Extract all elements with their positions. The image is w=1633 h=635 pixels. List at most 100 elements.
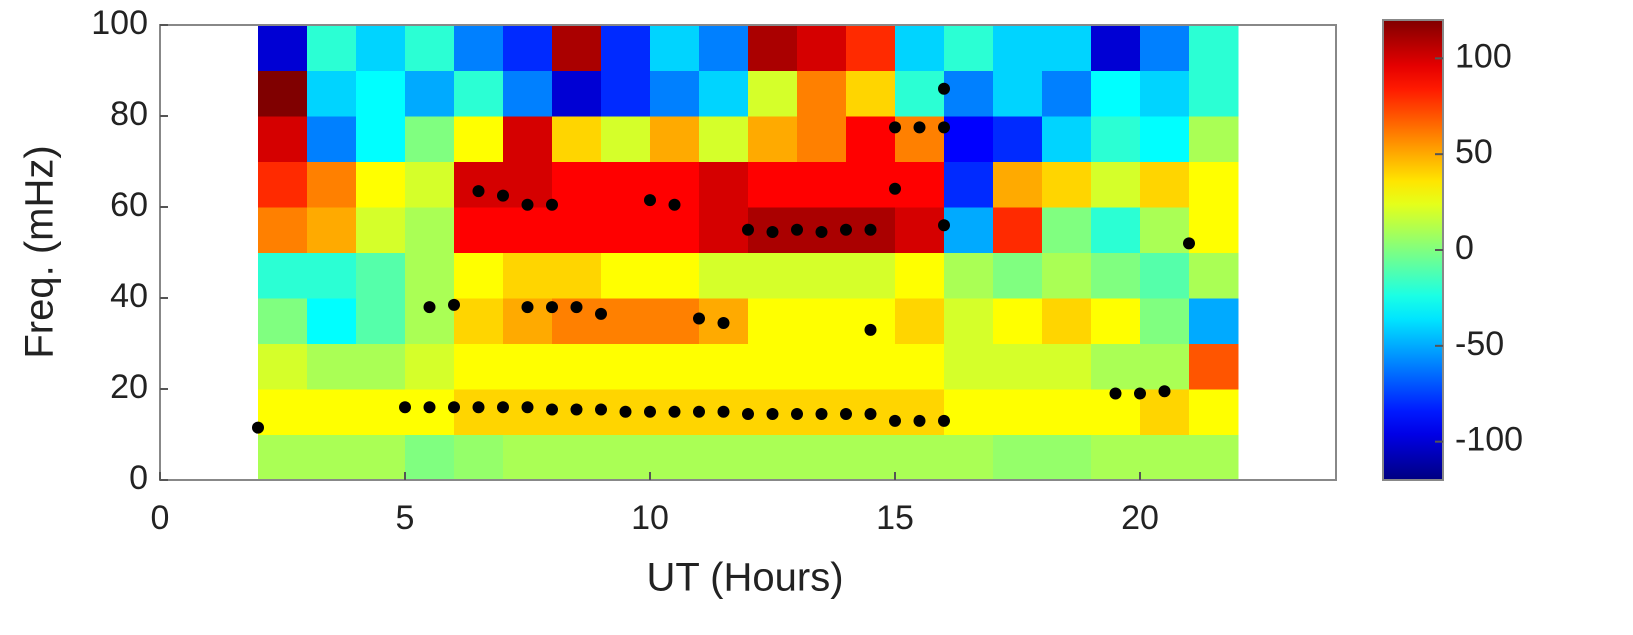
heat-cell <box>405 434 455 481</box>
point <box>472 401 485 414</box>
colorbar-tick-label: 50 <box>1455 133 1493 171</box>
point <box>570 301 583 314</box>
heat-cell <box>1091 207 1141 253</box>
point <box>864 223 877 236</box>
heat-cell <box>1091 252 1141 299</box>
heat-cell <box>601 434 651 481</box>
heat-cell <box>650 434 700 481</box>
point <box>399 401 411 414</box>
heat-cell <box>405 70 455 117</box>
heat-cell <box>552 207 602 253</box>
y-tick-label: 0 <box>129 459 148 497</box>
heat-cell <box>356 207 406 253</box>
heat-cell <box>993 207 1043 253</box>
heat-cell <box>454 343 504 390</box>
heat-cell <box>846 343 896 390</box>
point <box>546 403 558 416</box>
heat-cell <box>797 298 847 344</box>
heat-cell <box>552 70 602 117</box>
heat-cell <box>1042 116 1092 162</box>
heat-cell <box>601 116 651 162</box>
heat-cell <box>601 298 651 344</box>
heat-cell <box>944 70 994 117</box>
heat-cell <box>699 343 749 390</box>
point <box>791 408 803 421</box>
point <box>864 323 877 336</box>
heat-cell <box>895 161 945 208</box>
heat-cell <box>405 252 455 299</box>
heat-cell <box>748 252 798 299</box>
heat-cell <box>307 161 357 208</box>
heat-cell <box>944 161 994 208</box>
heat-cell <box>1042 434 1092 481</box>
heat-cell <box>258 434 308 481</box>
point <box>423 401 436 414</box>
heat-cell <box>1189 298 1239 344</box>
heat-cell <box>944 25 994 71</box>
point <box>938 121 950 134</box>
heat-cell <box>1091 298 1141 344</box>
heat-cell <box>650 207 700 253</box>
heat-cell <box>503 343 553 390</box>
point <box>717 405 730 418</box>
heat-cell <box>405 343 455 390</box>
heat-cell <box>307 343 357 390</box>
heat-cell <box>1042 207 1092 253</box>
heat-cell <box>258 25 308 71</box>
point <box>595 307 607 320</box>
heat-cell <box>797 434 847 481</box>
point <box>938 219 950 232</box>
heat-cell <box>1091 70 1141 117</box>
heat-cell <box>699 70 749 117</box>
heat-cell <box>944 252 994 299</box>
heat-cell <box>307 389 357 435</box>
heat-cell <box>258 116 308 162</box>
heat-cell <box>797 161 847 208</box>
heat-cell <box>699 207 749 253</box>
heat-cell <box>895 25 945 71</box>
heat-cell <box>846 298 896 344</box>
heat-cell <box>356 161 406 208</box>
heat-cell <box>650 116 700 162</box>
point <box>546 301 558 314</box>
heat-cell <box>650 298 700 344</box>
point <box>717 317 730 330</box>
heat-cell <box>1140 343 1190 390</box>
heat-cell <box>1091 116 1141 162</box>
heat-cell <box>993 161 1043 208</box>
heat-cell <box>405 116 455 162</box>
point <box>644 405 656 418</box>
heat-cell <box>1140 25 1190 71</box>
point <box>1109 387 1122 400</box>
point <box>619 405 632 418</box>
heat-cell <box>797 343 847 390</box>
heat-cell <box>944 116 994 162</box>
point <box>1134 387 1146 400</box>
heat-cell <box>356 116 406 162</box>
heat-cell <box>1091 25 1141 71</box>
point <box>521 401 534 414</box>
x-axis-label: UT (Hours) <box>646 556 843 600</box>
heat-cell <box>258 207 308 253</box>
heat-cell <box>356 25 406 71</box>
point <box>472 185 485 198</box>
heat-cell <box>993 70 1043 117</box>
point <box>595 403 607 416</box>
heat-cell <box>307 434 357 481</box>
point <box>791 223 803 236</box>
heat-cell <box>601 207 651 253</box>
heat-cell <box>356 343 406 390</box>
heat-cell <box>748 298 798 344</box>
heat-cell <box>601 161 651 208</box>
heat-cell <box>1140 161 1190 208</box>
heat-cell <box>1189 252 1239 299</box>
heat-cell <box>454 25 504 71</box>
heat-cell <box>895 298 945 344</box>
heat-cell <box>993 116 1043 162</box>
heat-cell <box>258 252 308 299</box>
heat-cell <box>1140 434 1190 481</box>
heat-cell <box>1042 298 1092 344</box>
heat-cell <box>552 343 602 390</box>
heat-cell <box>405 25 455 71</box>
heat-cell <box>503 116 553 162</box>
